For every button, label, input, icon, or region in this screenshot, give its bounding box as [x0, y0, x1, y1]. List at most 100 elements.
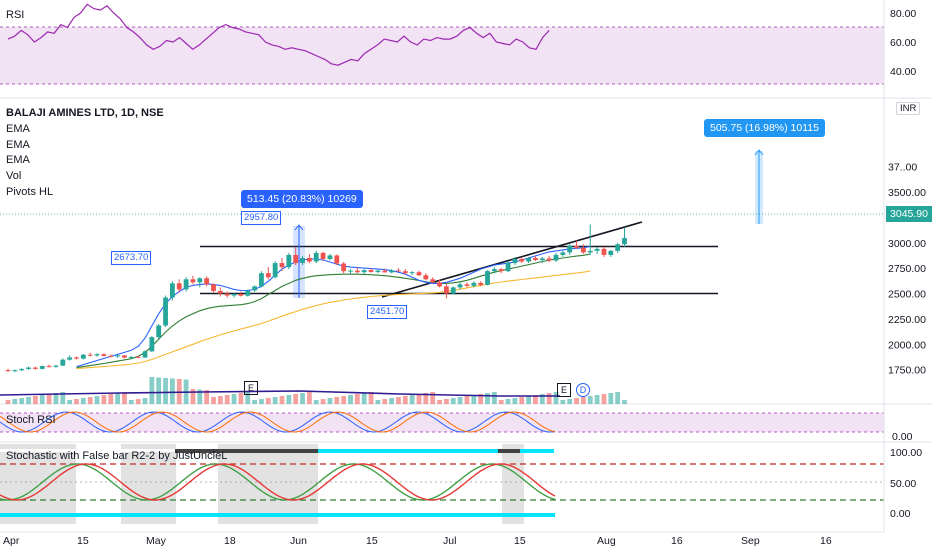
candle-body [149, 337, 155, 352]
volume-bar [396, 397, 401, 404]
volume-bar [505, 399, 511, 404]
price-tick-2: 2250.00 [888, 314, 926, 326]
volume-bar [33, 396, 38, 404]
false-bar-zone-2 [218, 444, 318, 524]
volume-bar [457, 397, 463, 404]
candle-body [622, 238, 627, 245]
measure-callout-1[interactable]: 513.45 (20.83%) 10269 [241, 190, 363, 208]
price-axis[interactable]: 80.00 60.00 40.00 1750.00 2000.00 2250.00 2500… [883, 0, 926, 532]
volume-bar [471, 395, 477, 404]
rsi-tick-2: 40.00 [890, 66, 916, 78]
candle-body [122, 355, 127, 358]
volume-bar [622, 400, 627, 404]
volume-bar [60, 392, 66, 404]
volume-bar [402, 396, 408, 404]
candle-body [450, 287, 456, 294]
volume-bar [430, 392, 436, 404]
indicator-vol[interactable]: Vol [6, 170, 22, 182]
currency-badge[interactable]: INR [896, 102, 921, 115]
volume-bar [94, 396, 100, 404]
volume-bar [300, 393, 305, 404]
volume-bar [491, 392, 497, 404]
volume-bar [601, 394, 607, 404]
candle-body [574, 245, 579, 248]
stoch-fb-label[interactable]: Stochastic with False bar R2-2 by JustUn… [6, 450, 228, 462]
pivot-high-label-1: 2673.70 [111, 251, 152, 265]
volume-bar [217, 396, 223, 404]
candle-body [416, 272, 422, 276]
candle-body [293, 254, 299, 264]
volume-bar [526, 396, 531, 404]
ema-mid-line [76, 253, 591, 369]
candle-body [211, 284, 216, 291]
oversold-strip [0, 513, 555, 517]
volume-bar [211, 397, 216, 404]
candle-body [115, 355, 120, 357]
time-tick-8: Aug [597, 535, 616, 547]
volume-bar [560, 400, 566, 404]
candle-body [594, 248, 600, 251]
candle-body [608, 250, 614, 255]
pivot-low-label: 2451.70 [367, 305, 408, 319]
candle-body [334, 255, 340, 264]
indicator-ema-3[interactable]: EMA [6, 154, 30, 166]
price-tick-4: 2750.00 [888, 263, 926, 275]
volume-bar [286, 395, 292, 404]
candle-body [39, 366, 45, 369]
dividend-badge[interactable]: D [576, 383, 590, 397]
volume-bar [423, 393, 429, 404]
stoch-fb-tick-2: 0.00 [890, 508, 911, 520]
stoch-rsi-label[interactable]: Stoch RSI [6, 414, 56, 426]
volume-bar [320, 399, 326, 404]
volume-ma-line [0, 390, 560, 397]
candle-body [464, 284, 470, 286]
time-axis[interactable]: Apr 15 May 18 Jun 15 Jul 15 Aug 16 Sep 16 [0, 531, 884, 547]
overbought-strip [318, 449, 554, 453]
price-pane[interactable] [0, 97, 932, 443]
volume-bar [361, 393, 367, 404]
candle-body [245, 290, 251, 296]
candle-body [259, 273, 264, 287]
volume-bar [80, 398, 86, 404]
candle-body [5, 370, 11, 372]
rsi-band [0, 27, 884, 84]
candle-body [272, 263, 278, 278]
stoch-rsi-k [0, 411, 556, 433]
false-bar-zone-1 [121, 444, 176, 524]
measure-callout-2[interactable]: 505.75 (16.98%) 10115 [704, 119, 825, 137]
candle-body [156, 325, 162, 338]
symbol-title[interactable]: BALAJI AMINES LTD, 1D, NSE [6, 107, 164, 119]
volume-bar [478, 394, 484, 404]
earnings-badge-1[interactable]: E [244, 381, 258, 395]
candle-body [409, 272, 415, 274]
volume-bar [39, 395, 45, 404]
time-tick-6: Jul [443, 535, 456, 547]
earnings-badge-2[interactable]: E [557, 383, 571, 397]
indicator-ema-1[interactable]: EMA [6, 123, 30, 135]
candle-body [238, 294, 244, 296]
time-tick-3: 18 [224, 535, 236, 547]
candle-body [197, 278, 203, 283]
candle-body [539, 258, 545, 261]
candle-body [457, 284, 463, 288]
candle-body [94, 354, 100, 356]
price-tick-7: 3500.00 [888, 187, 926, 199]
rsi-tick-0: 80.00 [890, 8, 916, 20]
candle-body [87, 354, 93, 356]
volume-bar [204, 390, 210, 404]
time-tick-0: Apr [3, 535, 20, 547]
volume-bar [74, 399, 79, 404]
trendline [381, 221, 643, 298]
candle-body [485, 271, 490, 285]
volume-bar [409, 395, 415, 404]
volume-bar [197, 389, 203, 404]
candle-body [348, 270, 353, 272]
indicator-pivots[interactable]: Pivots HL [6, 186, 54, 198]
false-bar-zone-3 [502, 444, 524, 524]
volume-bar [135, 399, 141, 404]
indicator-ema-2[interactable]: EMA [6, 139, 30, 151]
ema-slow-line [76, 270, 591, 370]
candle-body [80, 354, 86, 359]
volume-bar [142, 398, 148, 404]
